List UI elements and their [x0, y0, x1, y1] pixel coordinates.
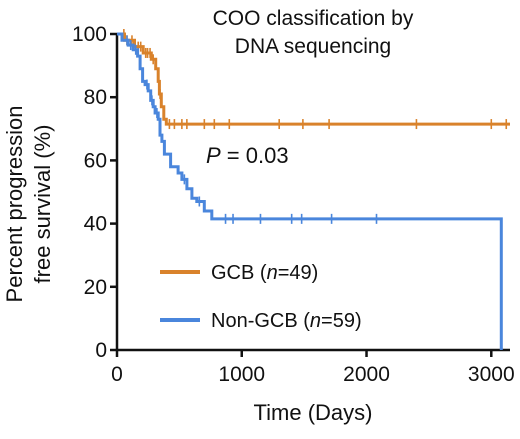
series-layer [117, 29, 510, 350]
legend-n-gcb: n [267, 262, 278, 284]
p-value-label: P [206, 143, 221, 168]
legend-count-gcb: =49) [278, 262, 319, 284]
survival-curve-non-gcb [117, 32, 503, 350]
p-value-annotation: P = 0.03 [206, 143, 289, 168]
chart-title-line-1: COO classification by [213, 7, 414, 30]
y-axis-title-line-1: Percent progression [2, 106, 27, 303]
x-axis-title: Time (Days) [254, 400, 373, 425]
y-tick-label: 0 [95, 339, 107, 362]
legend-count-non-gcb: =59) [321, 310, 362, 332]
x-tick-label: 2000 [343, 363, 390, 386]
y-tick-label: 100 [72, 23, 107, 46]
x-tick-label: 0 [111, 363, 123, 386]
y-tick-label: 60 [84, 149, 107, 172]
legend: GCB (n=49) Non-GCB (n=59) [160, 262, 362, 332]
legend-n-non-gcb: n [310, 310, 321, 332]
legend-label-gcb: GCB (n=49) [211, 262, 318, 284]
survival-curve-gcb [117, 32, 510, 126]
legend-name-non-gcb: Non-GCB [211, 310, 298, 332]
legend-label-non-gcb: Non-GCB (n=59) [211, 310, 362, 332]
y-tick-label: 80 [84, 86, 107, 109]
legend-name-gcb: GCB [211, 262, 254, 284]
x-tick-label: 3000 [468, 363, 515, 386]
x-tick-label: 1000 [218, 363, 265, 386]
y-tick-label: 40 [84, 213, 107, 236]
y-tick-label: 20 [84, 276, 107, 299]
chart-title-line-2: DNA sequencing [235, 35, 391, 58]
y-axis-title-line-2: free survival (%) [30, 125, 55, 284]
p-value-text: = 0.03 [221, 143, 289, 168]
